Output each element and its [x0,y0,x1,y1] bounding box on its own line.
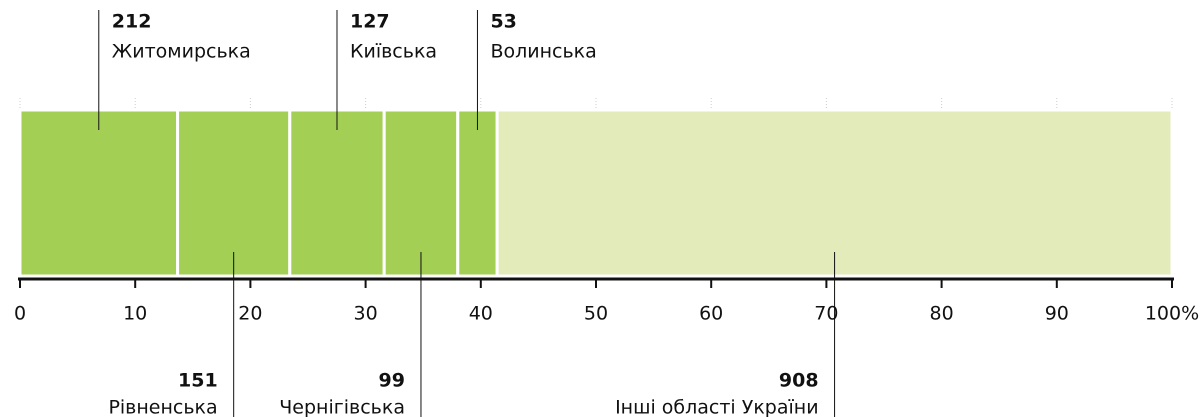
value-label: 908 [779,370,819,392]
bar-segment [382,108,460,278]
value-label: 151 [178,370,218,392]
value-label: 53 [490,11,516,33]
value-label: 212 [112,11,152,33]
x-tick-label: 40 [469,303,493,325]
bar-segment [176,108,292,278]
x-tick-label: 60 [699,303,723,325]
x-tick-label: 80 [930,303,954,325]
bar-segment [18,108,180,278]
category-label: Київська [350,41,437,63]
value-label: 127 [350,11,390,33]
bar-segment [495,108,1174,278]
x-tick-label: 0 [14,303,26,325]
category-label: Рівненська [108,397,217,417]
x-tick-label: 100% [1145,303,1199,325]
x-tick-label: 10 [123,303,147,325]
category-label: Волинська [490,41,596,63]
category-label: Інші області України [615,397,819,417]
x-tick-label: 20 [238,303,262,325]
x-tick-label: 30 [354,303,378,325]
x-tick-label: 50 [584,303,608,325]
bar-segment [456,108,499,278]
value-label: 99 [379,370,405,392]
bar-segment [288,108,386,278]
x-tick-label: 90 [1045,303,1069,325]
category-label: Житомирська [112,41,251,63]
x-tick-label: 70 [814,303,838,325]
category-label: Чернігівська [279,397,405,417]
